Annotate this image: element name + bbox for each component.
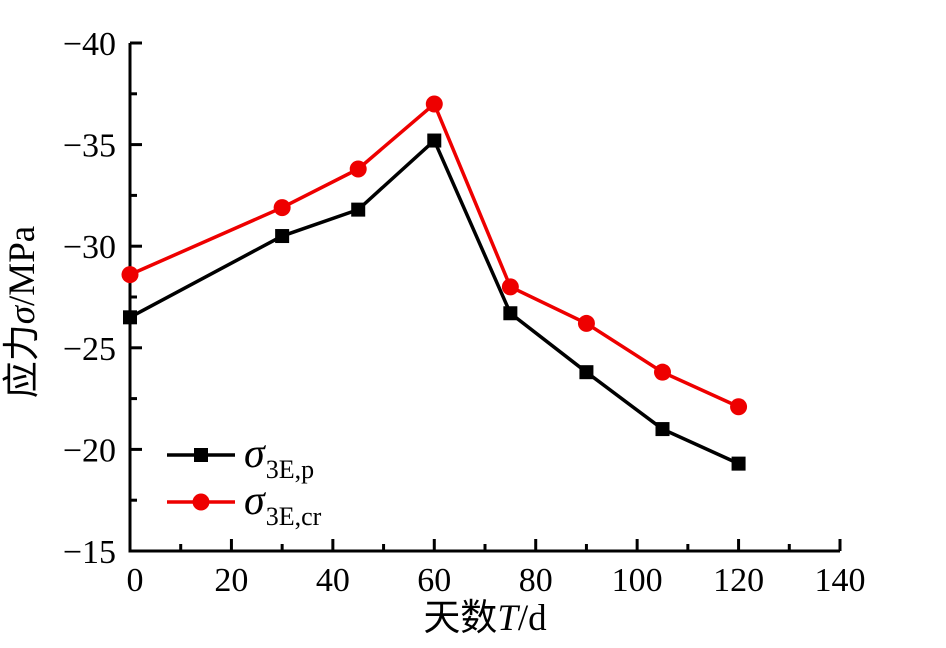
series-line: [129, 137, 740, 466]
legend-marker-circle: [192, 493, 210, 511]
x-tick-label: 60: [417, 562, 451, 599]
data-point-marker: [731, 456, 746, 471]
data-point-marker: [654, 363, 671, 381]
data-point-marker: [577, 314, 595, 332]
data-point-marker: [349, 160, 367, 178]
data-point-marker: [503, 306, 518, 321]
series-sigma-3E-cr: [121, 95, 748, 416]
x-axis-title-part: /d: [518, 598, 547, 639]
y-axis-title-part: /MPa: [2, 226, 43, 306]
y-axis: −40 −35 −30 −25 −20 −15 应力σ/MPa: [1, 26, 142, 571]
legend-label-subscript: 3E,p: [266, 455, 314, 484]
x-axis: 0 20 40 60 80 100 120 140 天数T/d: [127, 539, 866, 639]
x-axis-title-part: T: [497, 598, 520, 639]
x-axis-title-part: 天数: [423, 597, 497, 639]
y-tick-label: −15: [63, 534, 116, 571]
series-sigma-3E-p: [123, 133, 746, 471]
data-point-marker: [273, 199, 291, 217]
x-tick-label: 0: [127, 562, 144, 599]
y-axis-title: 应力σ/MPa: [1, 226, 43, 398]
data-point-marker: [121, 266, 139, 284]
data-point-marker: [579, 365, 594, 380]
y-tick-label: −35: [63, 128, 116, 165]
y-tick-label: −30: [63, 229, 116, 266]
series-line: [129, 101, 740, 409]
x-tick-label: 120: [713, 562, 764, 599]
legend-label-sigma: σ: [244, 478, 267, 524]
data-point-marker: [351, 202, 366, 217]
legend-entry: σ3E,cr: [167, 478, 322, 531]
y-axis-title-part: 应力: [1, 324, 43, 398]
y-tick-label: −20: [63, 432, 116, 469]
legend-marker-square: [194, 448, 208, 462]
x-tick-label: 20: [214, 562, 248, 599]
y-tick-label: −25: [63, 331, 116, 368]
data-point-marker: [275, 229, 290, 244]
data-point-marker: [123, 310, 137, 325]
data-point-marker: [427, 133, 442, 148]
data-point-marker: [730, 398, 748, 416]
data-point-marker: [655, 422, 670, 437]
x-tick-label: 100: [612, 562, 663, 599]
x-axis-title: 天数T/d: [423, 597, 547, 639]
x-tick-label: 40: [316, 562, 350, 599]
y-tick-label: −40: [63, 26, 116, 63]
data-point-marker: [501, 278, 519, 296]
data-point-marker: [425, 95, 443, 113]
legend-label: σ3E,cr: [244, 478, 322, 531]
x-tick-label: 80: [519, 562, 553, 599]
legend-entry: σ3E,p: [167, 431, 314, 484]
legend-label-subscript: 3E,cr: [266, 502, 322, 531]
legend-label: σ3E,p: [244, 431, 314, 484]
x-tick-label: 140: [815, 562, 866, 599]
y-axis-title-part: σ: [2, 304, 43, 324]
legend-label-sigma: σ: [244, 431, 267, 477]
